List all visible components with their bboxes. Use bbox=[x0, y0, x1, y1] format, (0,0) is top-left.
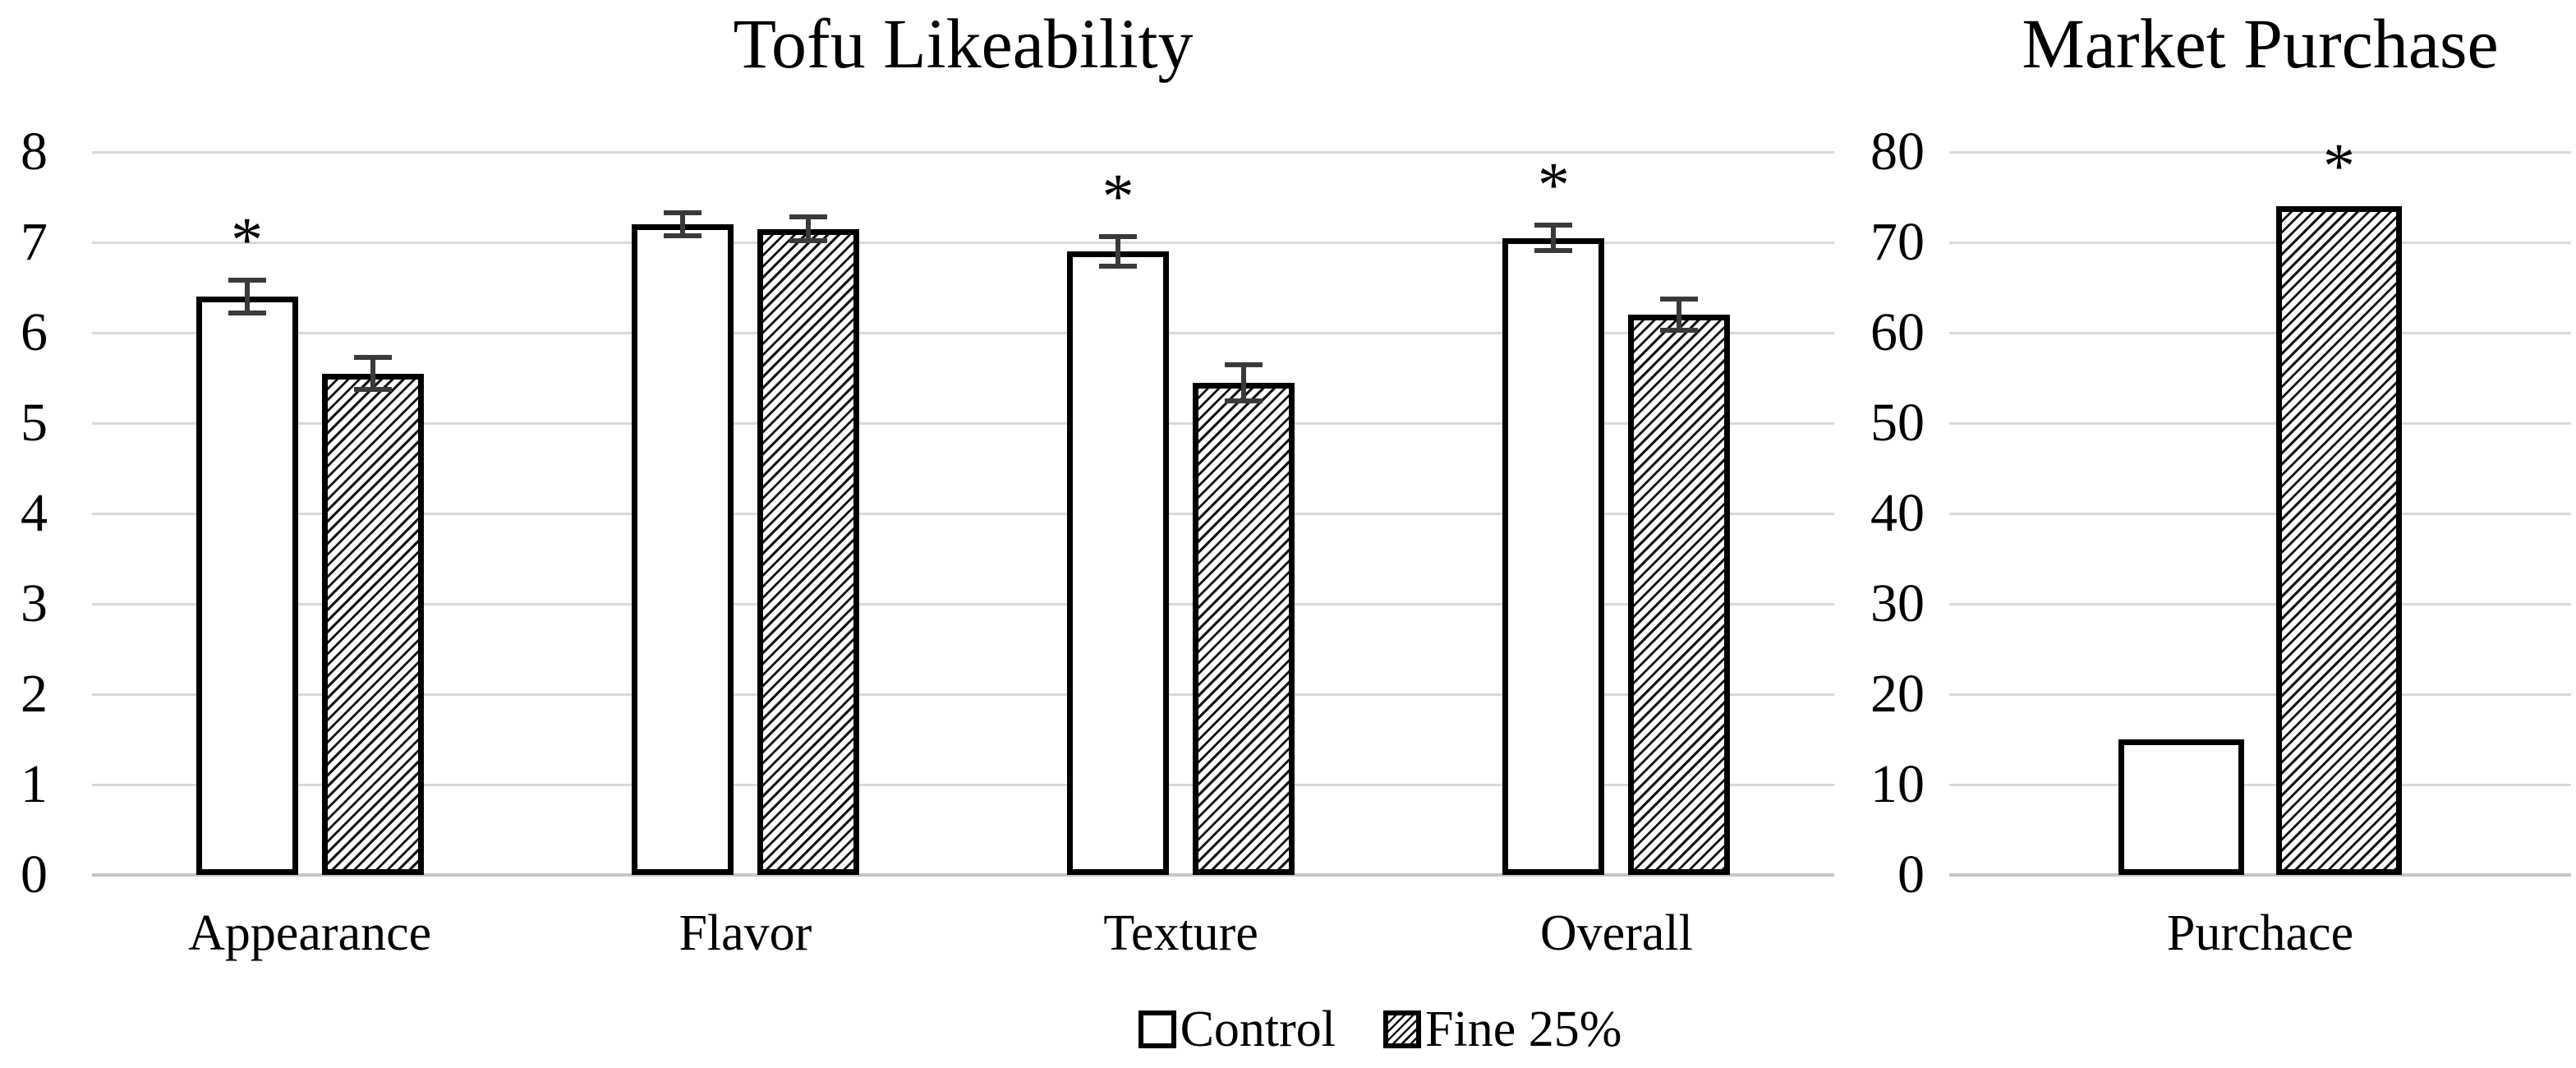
error-bar-cap bbox=[663, 209, 702, 215]
x-axis-line bbox=[1949, 873, 2571, 877]
y-tick-label: 1 bbox=[21, 754, 48, 814]
error-bar-cap bbox=[1534, 247, 1573, 253]
gridline bbox=[92, 241, 1834, 244]
chart-legend: Control Fine 25% bbox=[887, 1004, 1873, 1055]
legend-item-control: Control bbox=[1138, 1004, 1336, 1055]
gridline bbox=[1949, 512, 2571, 515]
error-bar-cap bbox=[353, 387, 392, 393]
y-tick-label: 70 bbox=[1870, 212, 1925, 272]
error-bar-line bbox=[370, 357, 375, 390]
y-tick-label: 6 bbox=[21, 302, 48, 362]
error-bar-line bbox=[1677, 299, 1682, 330]
bar-control-overall bbox=[1502, 237, 1605, 875]
left-chart-title: Tofu Likeability bbox=[733, 4, 1194, 83]
bar-control-flavor bbox=[631, 224, 734, 875]
error-bar-cap bbox=[1534, 223, 1573, 228]
error-bar-line bbox=[1241, 364, 1247, 401]
error-bar-cap bbox=[1099, 263, 1138, 269]
y-tick-label: 50 bbox=[1870, 393, 1925, 453]
y-tick-label: 80 bbox=[1870, 122, 1925, 182]
significance-star: * bbox=[1537, 149, 1570, 221]
error-bar-cap bbox=[789, 214, 827, 220]
y-tick-label: 10 bbox=[1870, 754, 1925, 814]
legend-item-fine-25: Fine 25% bbox=[1383, 1004, 1622, 1055]
legend-swatch-hatch bbox=[1383, 1010, 1422, 1048]
legend-label: Fine 25% bbox=[1425, 1001, 1622, 1057]
error-bar-cap bbox=[228, 278, 266, 283]
error-bar-line bbox=[1116, 237, 1121, 266]
bar-control-texture bbox=[1067, 251, 1170, 875]
bar-fine-25-overall bbox=[1628, 315, 1731, 875]
y-tick-label: 3 bbox=[21, 573, 48, 633]
category-label: Texture bbox=[1103, 905, 1258, 961]
gridline bbox=[92, 602, 1834, 605]
error-bar-line bbox=[1551, 225, 1557, 251]
gridline bbox=[1949, 421, 2571, 425]
y-tick-label: 8 bbox=[21, 122, 48, 182]
error-bar-cap bbox=[1660, 327, 1699, 333]
y-tick-label: 20 bbox=[1870, 664, 1925, 724]
category-label: Overall bbox=[1539, 905, 1693, 961]
error-bar-line bbox=[244, 280, 250, 313]
error-bar-cap bbox=[1099, 234, 1138, 240]
y-tick-label: 5 bbox=[21, 393, 48, 453]
error-bar-cap bbox=[1225, 398, 1263, 403]
right-chart-title: Market Purchase bbox=[2022, 4, 2499, 83]
significance-star: * bbox=[231, 204, 264, 276]
category-label: Appearance bbox=[188, 905, 432, 961]
y-tick-label: 0 bbox=[21, 845, 48, 905]
gridline bbox=[1949, 331, 2571, 334]
bar-fine-25-texture bbox=[1193, 382, 1295, 875]
error-bar-line bbox=[679, 212, 685, 237]
legend-swatch-solid bbox=[1138, 1010, 1176, 1048]
bar-control-appearance bbox=[196, 297, 298, 875]
error-bar-line bbox=[805, 217, 811, 241]
gridline bbox=[92, 331, 1834, 334]
gridline bbox=[1949, 783, 2571, 786]
error-bar-cap bbox=[789, 237, 827, 243]
error-bar-cap bbox=[663, 233, 702, 239]
y-tick-label: 30 bbox=[1870, 573, 1925, 633]
error-bar-cap bbox=[353, 354, 392, 360]
x-axis-line bbox=[92, 873, 1834, 877]
gridline bbox=[1949, 150, 2571, 154]
y-tick-label: 7 bbox=[21, 212, 48, 272]
gridline bbox=[92, 693, 1834, 696]
y-tick-label: 0 bbox=[1898, 845, 1925, 905]
category-label: Flavor bbox=[678, 905, 812, 961]
bar-fine-25-purchace bbox=[2276, 206, 2402, 875]
significance-star: * bbox=[1102, 160, 1134, 232]
significance-star: * bbox=[2323, 130, 2355, 201]
gridline bbox=[92, 150, 1834, 154]
gridline bbox=[92, 512, 1834, 515]
y-tick-label: 4 bbox=[21, 483, 48, 543]
category-label: Purchace bbox=[2166, 905, 2354, 961]
legend-label: Control bbox=[1180, 1001, 1336, 1057]
error-bar-cap bbox=[228, 310, 266, 315]
y-tick-label: 40 bbox=[1870, 483, 1925, 543]
y-tick-label: 2 bbox=[21, 664, 48, 724]
bar-control-purchace bbox=[2118, 739, 2244, 875]
y-tick-label: 60 bbox=[1870, 302, 1925, 362]
gridline bbox=[1949, 602, 2571, 605]
error-bar-cap bbox=[1225, 361, 1263, 367]
gridline bbox=[92, 783, 1834, 786]
error-bar-cap bbox=[1660, 297, 1699, 302]
gridline bbox=[92, 421, 1834, 425]
gridline bbox=[1949, 693, 2571, 696]
gridline bbox=[1949, 241, 2571, 244]
